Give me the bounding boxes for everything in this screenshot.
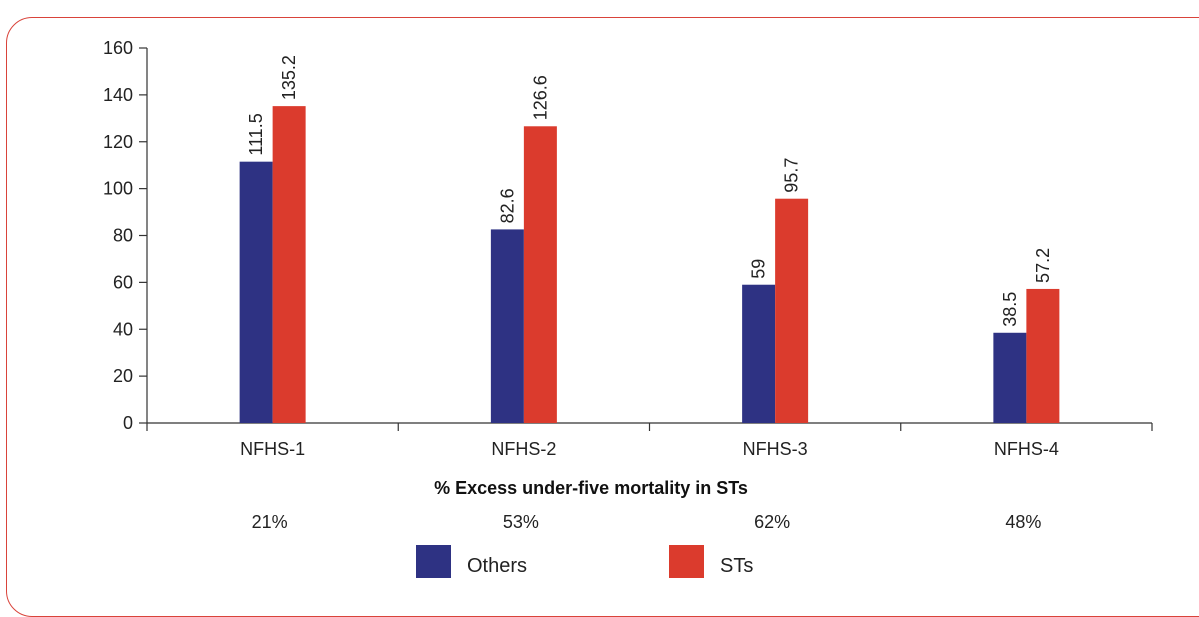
excess-title: % Excess under-five mortality in STs [434, 478, 748, 498]
bar-sts [272, 106, 306, 423]
bars [239, 106, 1060, 423]
y-tick-label: 80 [113, 226, 133, 246]
legend-label-sts: STs [720, 555, 753, 577]
y-tick-label: 60 [113, 272, 133, 292]
data-label: 38.5 [1000, 292, 1020, 327]
bar-sts [1026, 288, 1060, 423]
excess-value: 48% [1005, 512, 1041, 532]
x-category-label: NFHS-2 [491, 439, 556, 459]
bar-others [239, 161, 273, 423]
excess-value: 21% [252, 512, 288, 532]
y-tick-label: 20 [113, 366, 133, 386]
data-label: 126.6 [530, 75, 550, 120]
legend-swatch-sts [669, 545, 704, 578]
excess-values: 21% 53% 62% 48% [252, 512, 1042, 532]
x-category-label: NFHS-1 [240, 439, 305, 459]
axes: 0 20 40 60 80 100 120 140 160 NFHS-1 NFHS-2 NFHS-3 N… [103, 38, 1153, 459]
y-tick-label: 160 [103, 38, 133, 58]
y-tick-label: 120 [103, 132, 133, 152]
y-tick-label: 40 [113, 319, 133, 339]
bar-others [742, 284, 776, 423]
data-label: 59 [749, 259, 769, 279]
x-category-label: NFHS-3 [743, 439, 808, 459]
y-tick-label: 140 [103, 85, 133, 105]
data-label: 82.6 [497, 188, 517, 223]
legend-label-others: Others [467, 555, 527, 577]
x-category-label: NFHS-4 [994, 439, 1059, 459]
y-tick-label: 0 [123, 413, 133, 433]
bar-sts [523, 126, 557, 423]
data-label: 57.2 [1033, 248, 1053, 283]
y-tick-label: 100 [103, 179, 133, 199]
legend: Others STs [416, 545, 753, 578]
bar-sts [775, 198, 809, 423]
bar-others [490, 229, 524, 423]
data-label: 111.5 [246, 113, 266, 155]
excess-value: 53% [503, 512, 539, 532]
excess-value: 62% [754, 512, 790, 532]
legend-swatch-others [416, 545, 451, 578]
data-labels: 111.5 135.2 82.6 126.6 59 95.7 38.5 57.2 [246, 55, 1053, 327]
bar-chart: 0 20 40 60 80 100 120 140 160 NFHS-1 NFHS-2 NFHS-3 N… [103, 38, 1153, 578]
data-label: 95.7 [782, 158, 802, 193]
bar-others [993, 332, 1027, 423]
data-label: 135.2 [279, 55, 299, 100]
